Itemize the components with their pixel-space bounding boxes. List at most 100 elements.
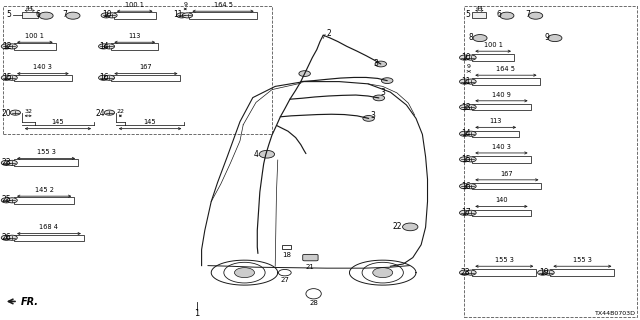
- Bar: [14, 75, 72, 81]
- Circle shape: [99, 44, 109, 49]
- Text: 44: 44: [26, 5, 34, 11]
- Circle shape: [278, 269, 291, 276]
- Circle shape: [529, 12, 543, 19]
- Text: 14: 14: [99, 42, 109, 51]
- Text: 32: 32: [24, 109, 32, 114]
- Ellipse shape: [306, 289, 321, 299]
- Circle shape: [460, 157, 470, 162]
- Text: 22: 22: [392, 222, 402, 231]
- Text: 9: 9: [184, 2, 188, 7]
- Text: 1: 1: [195, 309, 200, 318]
- Text: 17: 17: [461, 208, 470, 217]
- Circle shape: [548, 35, 562, 42]
- Bar: [189, 12, 257, 19]
- Text: 5: 5: [465, 10, 470, 19]
- Text: 167: 167: [140, 64, 152, 70]
- Circle shape: [224, 262, 265, 283]
- Bar: [472, 78, 540, 85]
- Text: 11: 11: [173, 10, 183, 19]
- Bar: [550, 269, 614, 276]
- Text: 27: 27: [280, 277, 289, 283]
- Bar: [14, 43, 56, 50]
- Text: 167: 167: [500, 171, 513, 177]
- Circle shape: [104, 75, 115, 80]
- Text: 23: 23: [2, 158, 12, 167]
- Text: 15: 15: [461, 155, 470, 164]
- Text: 16: 16: [99, 73, 109, 82]
- Text: 155 3: 155 3: [495, 257, 514, 263]
- Text: 6: 6: [496, 10, 501, 19]
- Text: 3: 3: [381, 88, 386, 97]
- Text: 25: 25: [2, 196, 12, 204]
- Bar: [472, 183, 541, 189]
- Circle shape: [460, 210, 470, 215]
- Text: 28: 28: [309, 300, 318, 306]
- Circle shape: [460, 184, 470, 189]
- Text: 155 3: 155 3: [36, 149, 56, 155]
- Text: 100 1: 100 1: [26, 33, 44, 39]
- Circle shape: [460, 79, 470, 84]
- Circle shape: [466, 157, 476, 162]
- Text: TX44B0703D: TX44B0703D: [595, 311, 636, 316]
- Circle shape: [66, 12, 80, 19]
- Text: 10: 10: [461, 53, 470, 62]
- Bar: [472, 12, 486, 18]
- Circle shape: [1, 235, 12, 240]
- Text: 44: 44: [476, 5, 483, 11]
- Bar: [472, 104, 531, 110]
- Bar: [3, 6, 272, 134]
- Bar: [111, 75, 180, 81]
- Text: 9: 9: [544, 33, 549, 42]
- Circle shape: [473, 35, 487, 42]
- Text: 145 2: 145 2: [35, 187, 54, 193]
- Circle shape: [362, 262, 403, 283]
- Text: 10: 10: [102, 10, 111, 19]
- Text: 164 5: 164 5: [497, 66, 515, 72]
- Text: 100 1: 100 1: [125, 2, 144, 8]
- Text: 11: 11: [461, 77, 470, 86]
- Circle shape: [104, 44, 115, 49]
- Text: 100 1: 100 1: [484, 42, 502, 48]
- Circle shape: [7, 75, 17, 80]
- Text: 140 3: 140 3: [33, 64, 52, 70]
- Circle shape: [403, 223, 418, 231]
- Text: 2: 2: [326, 29, 331, 38]
- Circle shape: [99, 75, 109, 80]
- Circle shape: [466, 210, 476, 215]
- Text: 15: 15: [2, 73, 12, 82]
- FancyBboxPatch shape: [303, 254, 318, 261]
- Circle shape: [299, 71, 310, 76]
- Circle shape: [363, 116, 374, 121]
- Text: 7: 7: [525, 10, 530, 19]
- Text: 145: 145: [52, 119, 64, 125]
- Bar: [14, 197, 74, 204]
- Circle shape: [101, 13, 111, 18]
- Text: 12: 12: [2, 42, 12, 51]
- Circle shape: [538, 270, 548, 275]
- Text: FR.: FR.: [20, 297, 38, 307]
- Text: 20: 20: [2, 109, 12, 118]
- Circle shape: [372, 268, 393, 278]
- Circle shape: [177, 13, 187, 18]
- Circle shape: [39, 12, 53, 19]
- Text: 26: 26: [2, 233, 12, 242]
- Circle shape: [1, 44, 12, 49]
- Bar: [14, 159, 78, 166]
- Text: 5: 5: [6, 10, 12, 19]
- Circle shape: [10, 110, 20, 115]
- Text: 164 5: 164 5: [214, 2, 232, 8]
- Circle shape: [182, 13, 193, 18]
- Text: 23: 23: [461, 268, 470, 277]
- Text: 140: 140: [495, 197, 508, 203]
- Text: 113: 113: [490, 118, 502, 124]
- Bar: [472, 156, 531, 163]
- Text: 9: 9: [467, 64, 470, 69]
- Text: 19: 19: [539, 268, 548, 277]
- Text: 4: 4: [253, 150, 259, 159]
- Circle shape: [381, 78, 393, 84]
- Text: 14: 14: [461, 129, 470, 138]
- Circle shape: [7, 235, 17, 240]
- Circle shape: [460, 270, 470, 275]
- Text: 140 9: 140 9: [492, 92, 511, 98]
- Circle shape: [1, 75, 12, 80]
